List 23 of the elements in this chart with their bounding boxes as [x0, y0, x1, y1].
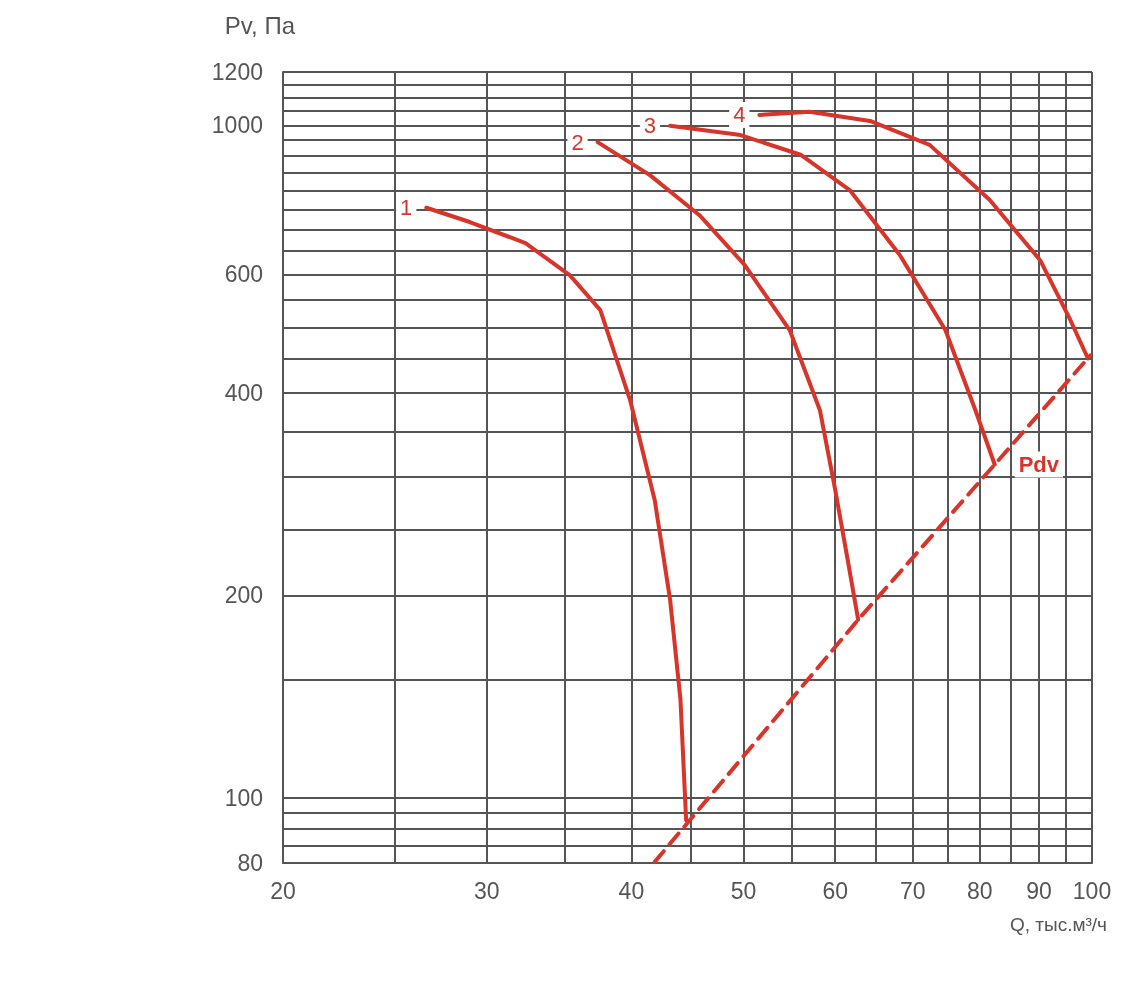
y-axis-title: Pv, Па: [224, 11, 296, 39]
x-tick-label: 30: [474, 877, 500, 904]
x-tick-label: 20: [270, 877, 296, 904]
x-tick-label: 60: [822, 877, 849, 904]
y-tick-label: 1000: [211, 112, 263, 139]
x-tick-label: 100: [1072, 877, 1112, 904]
series-label: Pdv: [1018, 452, 1060, 478]
y-tick-label: 80: [237, 850, 263, 876]
x-tick-label: 40: [618, 877, 645, 904]
y-tick-label: 400: [224, 379, 263, 406]
y-tick-label: 600: [224, 261, 263, 288]
x-axis-title: Q, тыс.м³/ч: [1009, 914, 1107, 935]
y-tick-label: 100: [224, 784, 263, 811]
x-tick-label: 90: [1026, 877, 1052, 904]
series-label: 1: [400, 195, 413, 221]
series-label: 4: [733, 102, 746, 128]
x-tick-label: 80: [967, 877, 993, 904]
y-tick-label: 1200: [211, 59, 263, 85]
series-label: 3: [643, 113, 657, 139]
x-tick-label: 50: [730, 877, 757, 904]
x-tick-label: 70: [899, 877, 926, 904]
y-tick-label: 200: [224, 582, 263, 609]
series-label: 2: [571, 129, 584, 155]
